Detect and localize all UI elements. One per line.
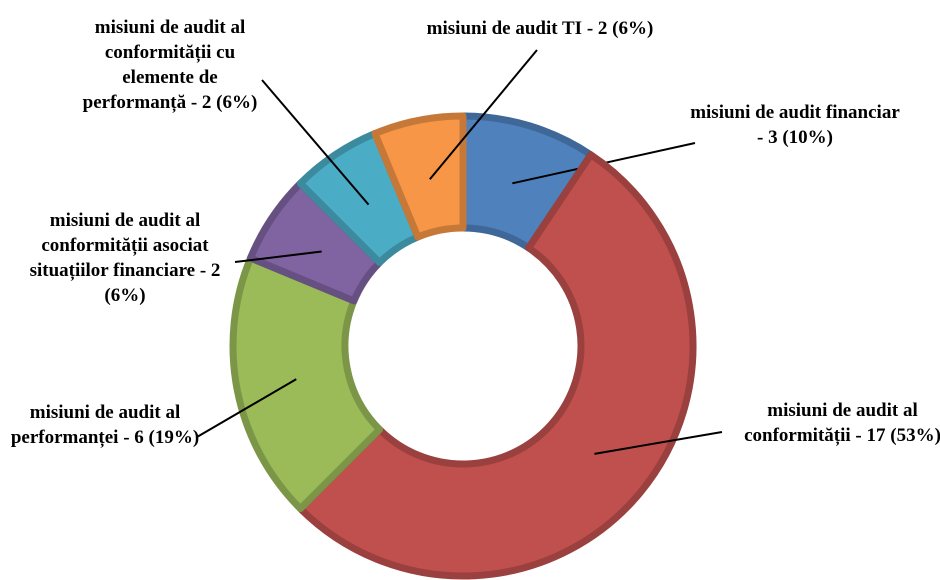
leader-line	[594, 431, 723, 455]
leader-line	[429, 49, 538, 180]
slice-label: misiuni de audit al conformității asocia…	[29, 210, 221, 306]
donut-slice	[371, 112, 467, 241]
slice-label: misiuni de audit financiar - 3 (10%)	[690, 102, 900, 148]
slice-label: misiuni de audit al performanței - 6 (19…	[10, 402, 200, 448]
slice-label: misiuni de audit al conformității cu ele…	[82, 17, 258, 113]
leader-line	[196, 378, 297, 438]
leader-line	[261, 79, 370, 206]
slice-label: misiuni de audit TI - 2 (6%)	[426, 18, 654, 39]
leader-line	[234, 250, 322, 263]
donut-slice	[296, 151, 697, 580]
slice-label: misiuni de audit al conformității - 17 (…	[744, 400, 940, 446]
donut-slice	[229, 254, 384, 513]
